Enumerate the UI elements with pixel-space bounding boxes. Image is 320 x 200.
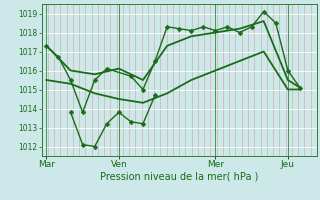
X-axis label: Pression niveau de la mer( hPa ): Pression niveau de la mer( hPa ): [100, 172, 258, 182]
